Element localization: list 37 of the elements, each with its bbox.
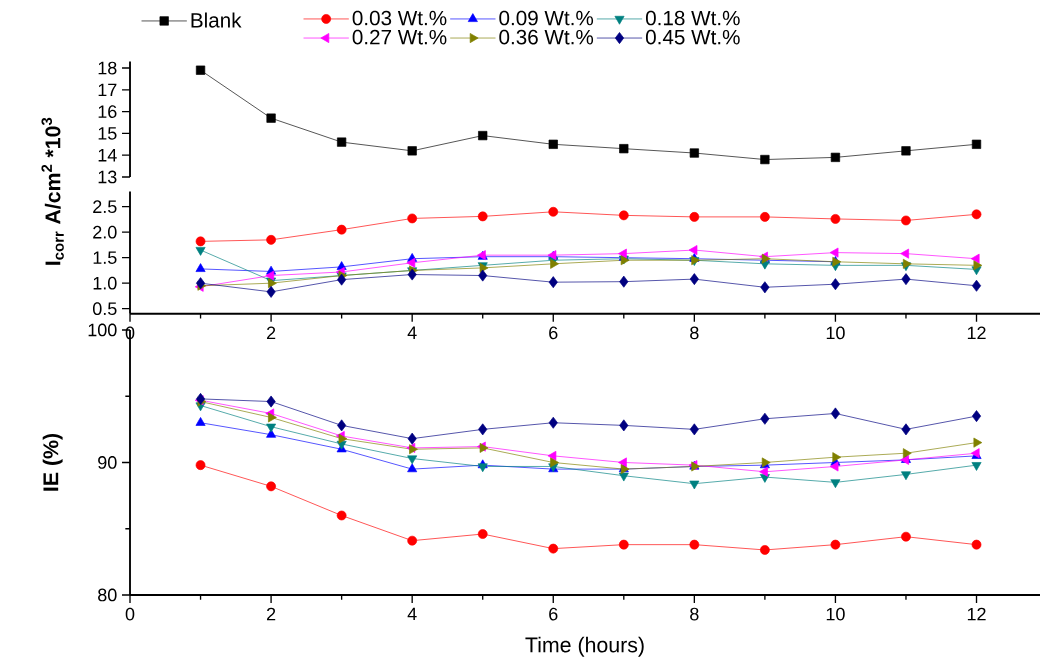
x-axis-title: Time (hours) xyxy=(525,636,644,657)
x-tick-label: 6 xyxy=(549,326,558,340)
x-tick-label: 8 xyxy=(690,607,699,621)
x-tick-label: 2 xyxy=(266,607,276,621)
x-tick-label: 6 xyxy=(549,607,558,621)
y-tick-label: 100 xyxy=(88,323,117,337)
legend-label: 0.09 Wt.% xyxy=(499,10,594,26)
y-tick-label: 18 xyxy=(98,61,117,75)
x-tick-label: 0 xyxy=(125,607,135,621)
y-tick-label: 15 xyxy=(98,127,117,140)
legend-label: 0.36 Wt.% xyxy=(499,29,594,45)
y-tick-label: 2.0 xyxy=(93,225,117,239)
x-tick-label: 2 xyxy=(266,326,276,340)
legend-label: 0.45 Wt.% xyxy=(645,29,740,45)
legend-label: 0.03 Wt.% xyxy=(352,10,447,26)
y-tick-label: 1.5 xyxy=(93,251,117,264)
x-tick-label: 12 xyxy=(967,607,986,621)
legend-label: 0.18 Wt.% xyxy=(645,10,740,26)
x-tick-label: 12 xyxy=(967,326,986,340)
y-tick-label: 2.5 xyxy=(93,200,117,214)
y-tick-label: 80 xyxy=(98,588,117,602)
y-tick-label: 17 xyxy=(98,83,117,97)
x-tick-label: 4 xyxy=(407,607,417,621)
legend-label: Blank xyxy=(191,12,242,28)
y-tick-label: 90 xyxy=(98,456,117,469)
y-tick-label: 16 xyxy=(98,105,117,118)
x-tick-label: 10 xyxy=(826,607,845,621)
y-axis-title: IE (%) xyxy=(42,433,63,491)
x-tick-label: 8 xyxy=(690,326,699,340)
y-tick-label: 0.5 xyxy=(92,302,117,316)
y-tick-label: 13 xyxy=(98,170,117,184)
y-tick-label: 14 xyxy=(98,149,117,162)
y-axis-title: I$_{corr}$ A/cm$^{2}$ *10$^{3}$ xyxy=(41,117,64,265)
legend-label: 0.27 Wt.% xyxy=(352,29,447,45)
x-tick-label: 10 xyxy=(826,326,845,340)
y-tick-label: 1.0 xyxy=(93,276,117,290)
x-tick-label: 4 xyxy=(407,326,417,339)
